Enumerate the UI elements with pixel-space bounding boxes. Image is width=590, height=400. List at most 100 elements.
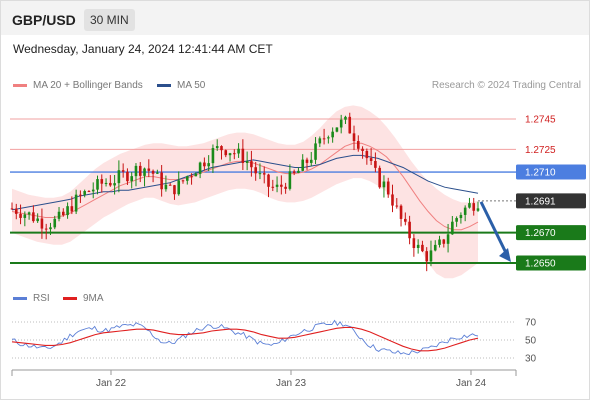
candle-body	[262, 173, 266, 175]
candle-body	[301, 159, 305, 171]
legend-ma50: MA 50	[157, 80, 205, 91]
level-label-1.2725: 1.2725	[525, 145, 556, 156]
candle-body	[143, 168, 146, 176]
candle-body	[160, 172, 163, 190]
candle-body	[451, 221, 454, 235]
candle-body	[66, 206, 69, 216]
credit-text: Research © 2024 Trading Central	[431, 80, 581, 91]
legend-9ma: 9MA	[63, 293, 104, 304]
bollinger-band-layer	[12, 105, 478, 279]
candle-body	[117, 170, 121, 184]
candle-body	[151, 170, 155, 174]
candle-body	[348, 116, 352, 134]
candle-body	[322, 138, 326, 140]
candle-body	[27, 212, 31, 215]
level-label-1.2710: 1.2710	[525, 168, 556, 179]
candle-body	[173, 185, 176, 195]
candle-body	[62, 211, 65, 216]
candle-body	[134, 165, 138, 177]
candle-body	[168, 184, 172, 186]
candle-body	[314, 143, 317, 160]
level-tag-1.2650	[516, 255, 586, 271]
candle-body	[36, 218, 39, 222]
forecast-arrow-shaft	[479, 201, 510, 258]
candle-body	[267, 174, 270, 187]
candle-body	[455, 218, 458, 222]
candle-body	[211, 148, 215, 164]
candle-body	[404, 218, 407, 222]
candle-body	[391, 194, 394, 206]
candle-body	[228, 153, 232, 156]
candle-body	[374, 160, 377, 168]
candle-body	[429, 250, 433, 262]
candle-body	[194, 173, 198, 177]
date-time-label: Wednesday, January 24, 2024 12:41:44 AM …	[13, 42, 273, 56]
candle-body	[468, 203, 471, 208]
candle-body	[438, 239, 441, 245]
candle-body	[309, 159, 313, 163]
candle-body	[335, 127, 339, 132]
candle-body	[305, 159, 309, 163]
candle-body	[147, 168, 151, 171]
candle-body	[254, 167, 257, 174]
legend-rsi-label: RSI	[33, 293, 50, 304]
candle-body	[233, 153, 236, 155]
candle-body	[14, 208, 18, 214]
header-bar: GBP/USD 30 MIN	[1, 1, 589, 35]
candle-body	[237, 148, 240, 154]
candle-body	[121, 170, 125, 172]
candle-body	[250, 161, 253, 168]
candle-body	[459, 214, 463, 219]
candle-body	[53, 218, 57, 228]
candle-body	[126, 171, 129, 182]
candle-body	[280, 184, 283, 187]
timeframe-badge[interactable]: 30 MIN	[84, 9, 135, 31]
level-tag-1.2710	[516, 164, 586, 180]
candle-body	[399, 205, 403, 219]
candle-body	[10, 208, 14, 210]
candle-body	[446, 234, 450, 244]
rsi-swatch	[13, 297, 27, 300]
candle-body	[138, 165, 142, 176]
candle-body	[40, 218, 44, 229]
candle-body	[463, 207, 467, 215]
candle-body	[378, 167, 381, 188]
ma9-swatch	[63, 297, 77, 300]
candle-body	[386, 181, 390, 195]
legend-9ma-label: 9MA	[83, 293, 104, 304]
legend-ma20: MA 20 + Bollinger Bands	[13, 80, 143, 91]
level-label-1.2670: 1.2670	[525, 228, 556, 239]
candle-body	[288, 171, 292, 189]
candle-body	[421, 244, 424, 252]
candle-body	[23, 214, 27, 218]
candle-body	[198, 162, 202, 174]
level-label-1.2650: 1.2650	[525, 259, 556, 270]
forecast-arrow-head	[499, 248, 511, 262]
candle-body	[361, 148, 364, 151]
rsi-tick-70: 70	[525, 318, 537, 329]
candle-body	[476, 208, 480, 211]
rsi-tick-30: 30	[525, 354, 537, 365]
candle-body	[70, 206, 74, 212]
x-axis: Jan 22 Jan 23 Jan 24	[11, 369, 517, 389]
level-label-1.2691: 1.2691	[525, 196, 556, 207]
candle-body	[356, 141, 360, 149]
candle-body	[164, 184, 168, 190]
ma20-swatch	[13, 84, 27, 87]
candle-body	[382, 181, 386, 188]
candle-body	[433, 244, 437, 251]
candle-body	[241, 148, 245, 163]
candle-body	[369, 158, 373, 161]
candles-layer	[10, 112, 480, 272]
rsi-series-9MA	[11, 326, 479, 352]
candle-body	[344, 116, 347, 120]
x-tick-label: Jan 22	[96, 378, 126, 389]
candle-body	[416, 244, 420, 249]
candle-body	[271, 186, 275, 188]
candle-body	[83, 191, 86, 195]
candle-body	[203, 162, 206, 167]
candle-body	[327, 137, 330, 139]
bollinger-band	[12, 105, 478, 279]
ma50-swatch	[157, 84, 171, 87]
candle-body	[156, 172, 159, 174]
